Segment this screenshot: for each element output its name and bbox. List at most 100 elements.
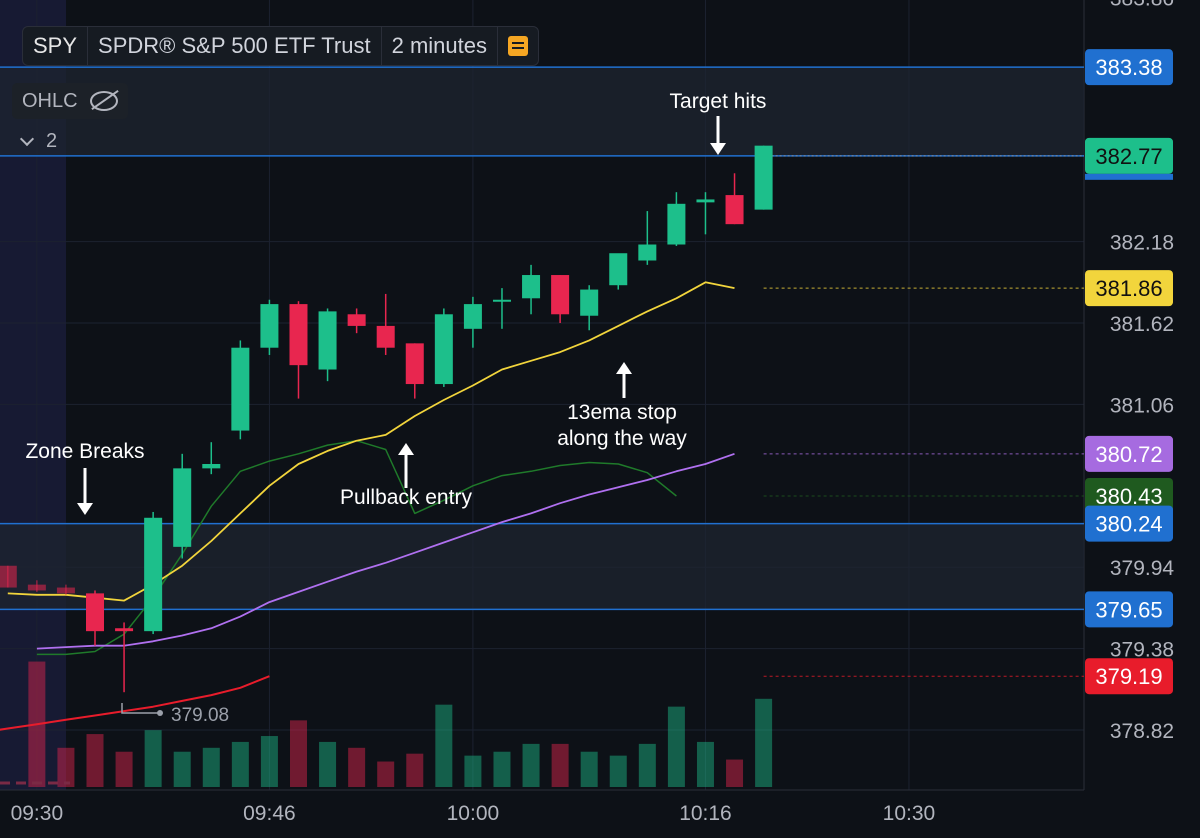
price-axis[interactable]: 383.86 382.18 381.62 381.06 379.94 379.38 378.… — [1110, 0, 1175, 743]
candle-body-18 — [522, 275, 541, 299]
interval-label[interactable]: 2 minutes — [382, 27, 498, 65]
candle-body-16 — [463, 304, 482, 329]
annotations: Target hits Zone Breaks Pullback entry 13em… — [25, 90, 766, 515]
low-marker-label: 379.08 — [171, 705, 229, 726]
x-tick-4: 10:30 — [883, 802, 936, 825]
price-label-text-6: 379.65 — [1095, 597, 1162, 622]
price-label-1 — [1085, 137, 1173, 174]
candle-body-10 — [289, 304, 308, 366]
volume-bar-3 — [86, 734, 104, 787]
arrow-pullback-head — [398, 443, 414, 455]
candle-body-7 — [202, 463, 221, 469]
x-tick-3: 10:16 — [679, 802, 732, 825]
candle-body-3 — [86, 593, 104, 632]
x-tick-1: 09:46 — [243, 802, 296, 825]
volume-bar-22 — [638, 743, 656, 787]
candle-body-24 — [696, 199, 715, 203]
price-label-text-7: 379.19 — [1095, 664, 1162, 689]
volume-bar-9 — [260, 736, 278, 787]
ohlc-toggle[interactable]: OHLC — [12, 83, 128, 119]
price-label-2 — [1085, 270, 1173, 307]
volume-bar-6 — [173, 751, 191, 787]
ohlc-label: OHLC — [22, 89, 78, 112]
zone-1 — [0, 523, 1084, 610]
eye-hidden-icon[interactable] — [89, 91, 118, 111]
price-label-6 — [1085, 591, 1173, 628]
candle-body-2 — [56, 587, 75, 594]
arrow-target-head — [710, 143, 726, 155]
candle-body-8 — [231, 347, 250, 431]
volume-bar-4 — [115, 751, 133, 787]
candle-body-4 — [115, 628, 134, 632]
y-tick-1: 382.18 — [1110, 232, 1174, 255]
price-label-0 — [1085, 49, 1173, 86]
price-label-text-4: 380.43 — [1095, 484, 1162, 509]
volume-bars — [0, 661, 773, 787]
volume-bar-5 — [144, 730, 162, 787]
candle-body-17 — [492, 299, 511, 302]
volume-bar-8 — [231, 741, 249, 787]
volume-bar-15 — [435, 704, 453, 787]
volume-bar-14 — [406, 753, 424, 787]
candle-body-21 — [609, 253, 628, 286]
volume-bar-21 — [609, 755, 627, 787]
volume-bar-17 — [493, 751, 511, 787]
symbol-name: SPDR® S&P 500 ETF Trust — [88, 27, 382, 65]
y-tick-3: 381.06 — [1110, 394, 1174, 417]
candle-body-26 — [754, 145, 773, 210]
volume-bar-13 — [377, 761, 395, 787]
candle-body-25 — [725, 195, 744, 225]
volume-bar-18 — [522, 743, 540, 787]
volume-bar-7 — [202, 747, 220, 787]
symbol-legend[interactable]: SPY SPDR® S&P 500 ETF Trust 2 minutes — [22, 26, 539, 66]
volume-bar-2 — [57, 747, 75, 787]
arrow-zone-head — [77, 503, 93, 515]
volume-bar-11 — [319, 741, 337, 787]
low-marker-dot — [157, 710, 163, 716]
arrow-ema-stop-head — [616, 362, 632, 374]
candle-body-12 — [347, 314, 366, 326]
indicator-lines — [0, 281, 735, 731]
candle-body-9 — [260, 304, 279, 348]
candle-body-22 — [638, 244, 657, 261]
chevron-down-icon — [19, 131, 35, 146]
ticker-symbol[interactable]: SPY — [23, 27, 89, 65]
candle-body-0 — [0, 565, 17, 588]
ema-red-line — [0, 675, 270, 731]
candles — [0, 145, 773, 693]
x-tick-2: 10:00 — [447, 802, 500, 825]
candle-body-19 — [551, 275, 570, 315]
y-tick-2: 381.62 — [1110, 313, 1174, 336]
candle-body-23 — [667, 203, 686, 245]
zone-0 — [0, 67, 1084, 156]
annotation-target-hits: Target hits — [670, 90, 767, 113]
price-label-underline — [1085, 173, 1173, 180]
volume-bar-12 — [348, 747, 366, 787]
candle-body-5 — [144, 517, 163, 632]
time-axis[interactable]: 09:30 09:46 10:00 10:16 10:30 — [11, 802, 936, 825]
price-labels: 383.38 382.77 381.86 380.72 380.43 380.24 379.… — [763, 49, 1173, 695]
y-tick-0: 383.86 — [1110, 0, 1174, 10]
price-label-5 — [1085, 505, 1173, 542]
candle-body-1 — [27, 584, 46, 591]
candle-body-15 — [434, 314, 453, 385]
price-label-text-5: 380.24 — [1095, 512, 1162, 537]
candle-body-13 — [376, 325, 395, 348]
price-label-4 — [1085, 477, 1173, 514]
volume-bar-25 — [726, 759, 744, 787]
indicators-collapse[interactable]: 2 — [19, 130, 58, 153]
candle-body-11 — [318, 311, 337, 370]
annotation-pullback-entry: Pullback entry — [340, 486, 472, 509]
annotation-ema-stop-2: along the way — [557, 427, 687, 450]
y-tick-6: 378.82 — [1110, 720, 1174, 743]
price-label-text-3: 380.72 — [1095, 442, 1162, 467]
y-tick-4: 379.94 — [1110, 557, 1175, 580]
candle-body-20 — [580, 289, 599, 316]
price-label-3 — [1085, 435, 1173, 472]
note-icon — [507, 36, 528, 56]
price-label-7 — [1085, 658, 1173, 695]
indicator-count: 2 — [46, 130, 58, 152]
note-button[interactable] — [498, 27, 538, 65]
candle-body-6 — [173, 468, 192, 547]
